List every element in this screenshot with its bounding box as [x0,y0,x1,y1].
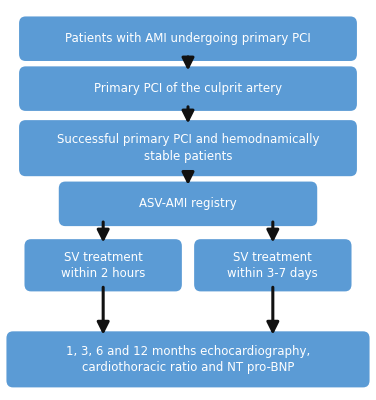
FancyBboxPatch shape [194,239,352,291]
FancyBboxPatch shape [19,120,357,176]
Text: ASV-AMI registry: ASV-AMI registry [139,197,237,210]
Text: 1, 3, 6 and 12 months echocardiography,
cardiothoracic ratio and NT pro-BNP: 1, 3, 6 and 12 months echocardiography, … [66,345,310,374]
Text: Patients with AMI undergoing primary PCI: Patients with AMI undergoing primary PCI [65,32,311,45]
FancyBboxPatch shape [6,331,370,387]
Text: SV treatment
within 3-7 days: SV treatment within 3-7 days [227,250,318,280]
Text: SV treatment
within 2 hours: SV treatment within 2 hours [61,250,146,280]
FancyBboxPatch shape [19,66,357,111]
FancyBboxPatch shape [59,182,317,226]
FancyBboxPatch shape [24,239,182,291]
FancyBboxPatch shape [19,16,357,61]
Text: Primary PCI of the culprit artery: Primary PCI of the culprit artery [94,82,282,95]
Text: Successful primary PCI and hemodnamically
stable patients: Successful primary PCI and hemodnamicall… [57,134,319,163]
